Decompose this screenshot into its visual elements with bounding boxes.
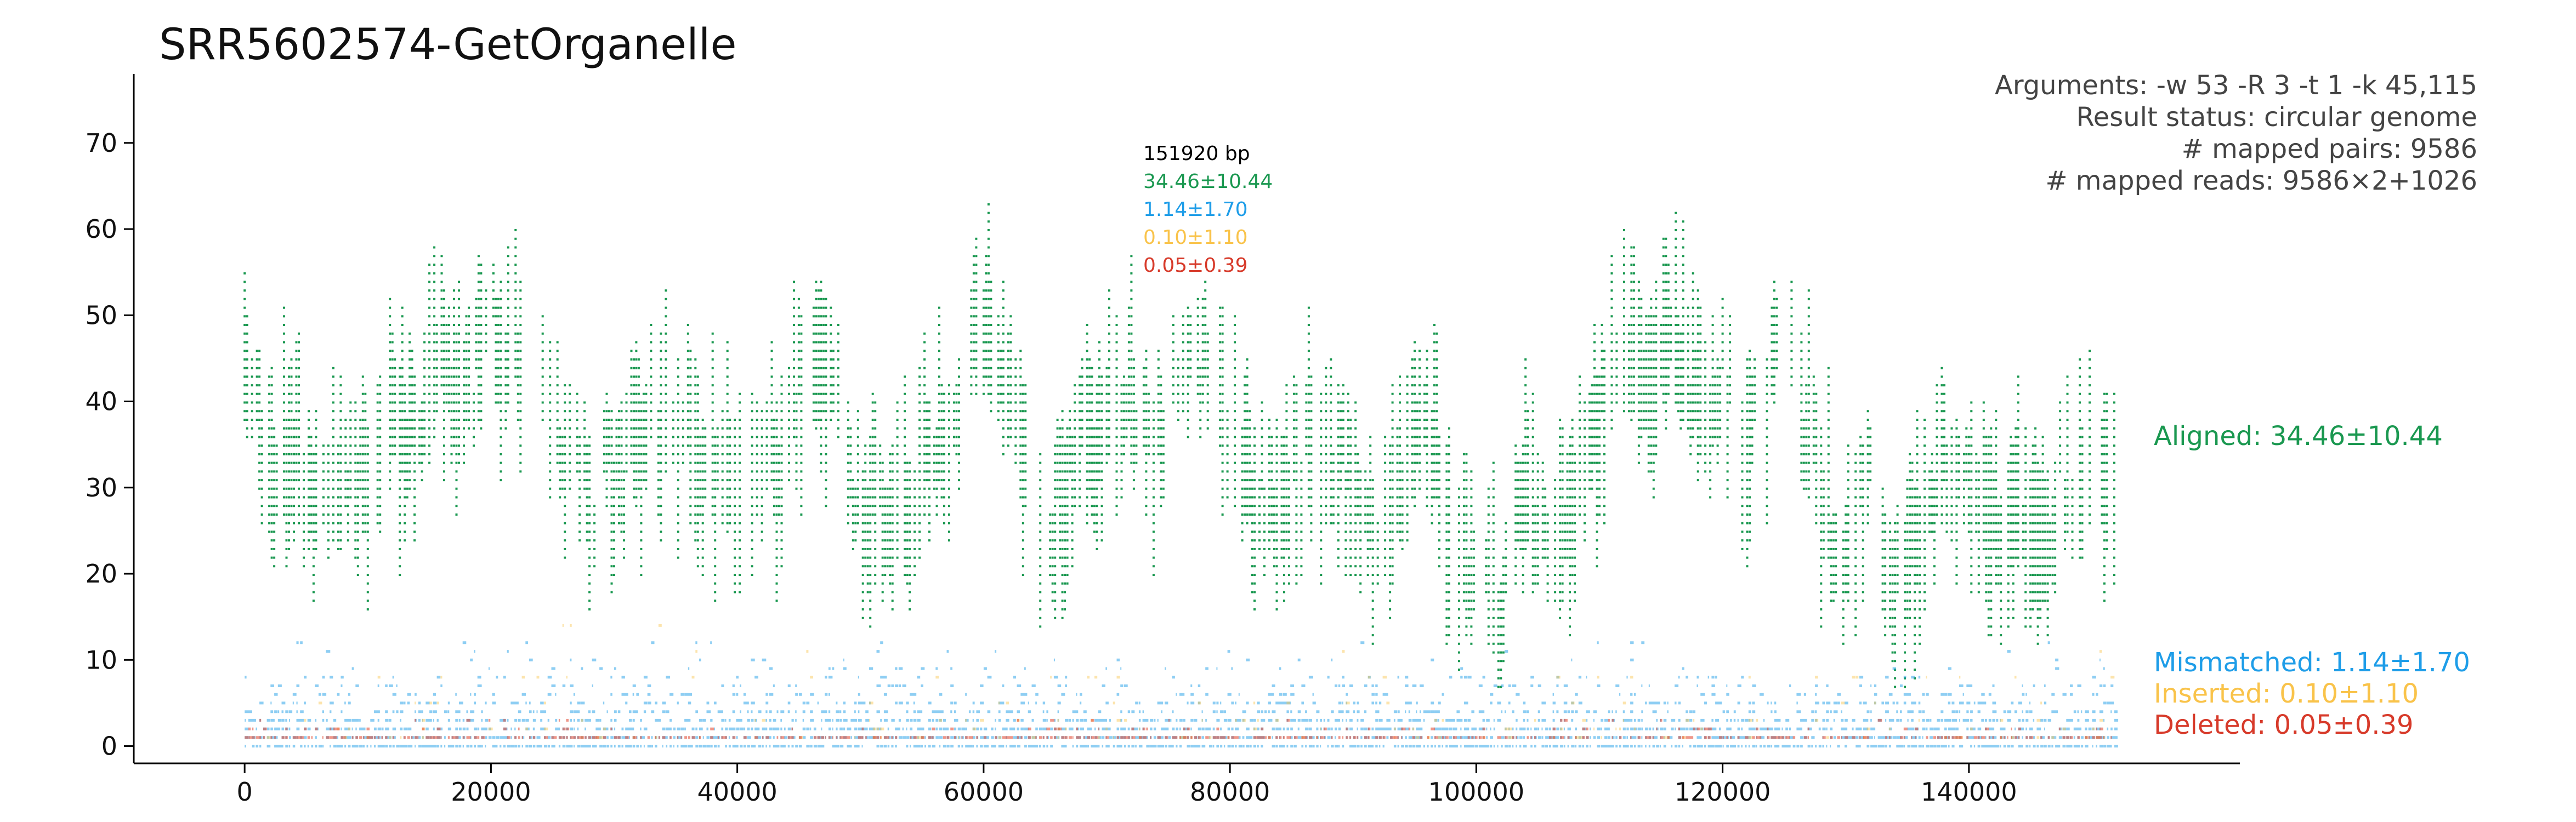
coverage-points [243, 203, 2119, 747]
arguments-text: Arguments: -w 53 -R 3 -t 1 -k 45,115 [1995, 70, 2477, 101]
legend-deleted: Deleted: 0.05±0.39 [2154, 710, 2414, 740]
x-tick-label: 40000 [697, 777, 777, 807]
x-tick-label: 60000 [944, 777, 1024, 807]
legend-mismatched: Mismatched: 1.14±1.70 [2154, 647, 2470, 678]
x-tick-label: 120000 [1675, 777, 1771, 807]
x-tick-label: 140000 [1921, 777, 2017, 807]
deleted-series [245, 718, 2112, 739]
mismatched-stat-label: 1.14±1.70 [1143, 198, 1247, 221]
y-tick-label: 60 [85, 214, 117, 244]
genome-length-label: 151920 bp [1143, 142, 1250, 165]
mapped-reads-text: # mapped reads: 9586×2+1026 [2045, 165, 2477, 196]
y-tick-label: 0 [101, 732, 117, 761]
y-tick-label: 50 [85, 300, 117, 330]
x-ticks: 0 20000 40000 60000 80000 100000 120000 140000 [237, 763, 2017, 807]
aligned-series [243, 203, 2115, 688]
deleted-stat-label: 0.05±0.39 [1143, 254, 1247, 277]
mismatched-series [245, 641, 2119, 747]
run-info: Arguments: -w 53 -R 3 -t 1 -k 45,115 Res… [1995, 70, 2477, 196]
y-tick-label: 10 [85, 645, 117, 675]
y-tick-label: 40 [85, 387, 117, 416]
y-tick-label: 30 [85, 473, 117, 503]
x-tick-label: 100000 [1428, 777, 1525, 807]
mapped-pairs-text: # mapped pairs: 9586 [2182, 134, 2477, 164]
y-ticks: 0 10 20 30 40 50 60 70 [85, 128, 134, 761]
inserted-stat-label: 0.10±1.10 [1143, 226, 1247, 249]
y-tick-label: 70 [85, 128, 117, 158]
legend-aligned: Aligned: 34.46±10.44 [2154, 421, 2443, 452]
inserted-series [266, 624, 2115, 739]
chart-title: SRR5602574-GetOrganelle [159, 20, 736, 70]
x-tick-label: 80000 [1190, 777, 1270, 807]
stats-box: 151920 bp 34.46±10.44 1.14±1.70 0.10±1.1… [1143, 142, 1273, 277]
aligned-stat-label: 34.46±10.44 [1143, 170, 1273, 193]
legend-inserted: Inserted: 0.10±1.10 [2154, 678, 2419, 709]
axes: 0 20000 40000 60000 80000 100000 120000 140000 … [85, 74, 2240, 807]
x-tick-label: 0 [237, 777, 253, 807]
x-tick-label: 20000 [451, 777, 531, 807]
series-legend: Aligned: 34.46±10.44 Mismatched: 1.14±1.… [2154, 421, 2470, 740]
y-tick-label: 20 [85, 559, 117, 589]
result-status-text: Result status: circular genome [2076, 102, 2477, 133]
